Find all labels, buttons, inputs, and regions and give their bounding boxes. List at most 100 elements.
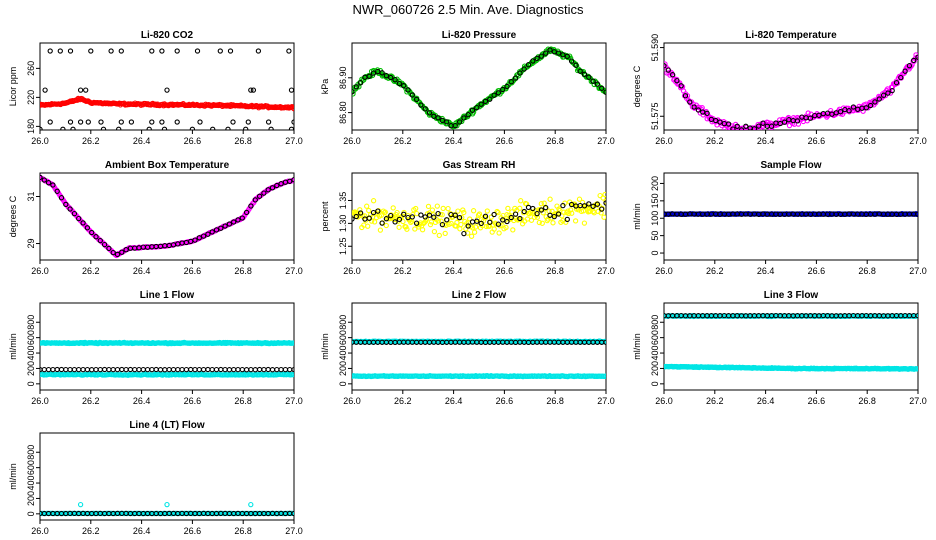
series-calibration <box>352 47 606 129</box>
y-tick-label: 100 <box>650 211 660 226</box>
data-point <box>265 119 272 125</box>
data-point <box>876 96 882 102</box>
data-point <box>704 110 710 116</box>
data-point <box>500 217 506 223</box>
data-point <box>418 212 424 218</box>
data-point <box>603 200 606 206</box>
data-point <box>291 119 294 125</box>
data-point <box>581 71 588 77</box>
data-point <box>50 182 56 188</box>
data-point <box>599 206 605 212</box>
data-point <box>538 201 544 207</box>
data-point <box>291 366 294 373</box>
data-point <box>448 220 454 227</box>
figure-title: NWR_060726 2.5 Min. Ave. Diagnostics <box>353 2 584 17</box>
panel-title: Li-820 Pressure <box>442 30 517 41</box>
panel-title: Line 4 (LT) Flow <box>129 420 205 431</box>
x-tick-label: 26.4 <box>757 266 775 276</box>
data-point <box>837 109 844 115</box>
data-point <box>83 87 89 93</box>
data-point <box>669 72 676 78</box>
data-point <box>440 205 446 212</box>
data-point <box>230 119 236 125</box>
data-point <box>58 366 65 373</box>
x-tick-label: 26.8 <box>234 266 252 276</box>
data-point <box>565 208 571 214</box>
data-point <box>235 217 241 223</box>
data-point <box>196 366 202 373</box>
y-tick-label: 800 <box>338 315 348 330</box>
data-point <box>850 104 857 110</box>
data-point <box>106 245 112 252</box>
data-point <box>93 366 99 373</box>
data-point <box>503 224 509 231</box>
data-point <box>444 217 450 223</box>
data-point <box>287 366 293 373</box>
x-tick-label: 27.0 <box>597 396 615 406</box>
x-tick-label: 26.0 <box>31 526 49 536</box>
data-point <box>482 98 489 105</box>
y-axis-label: kPa <box>320 79 330 95</box>
data-point <box>378 212 385 218</box>
data-point <box>413 96 420 103</box>
data-point <box>572 218 579 224</box>
data-point <box>136 366 142 373</box>
data-point <box>478 220 484 227</box>
data-point <box>586 74 592 80</box>
data-point <box>164 501 170 508</box>
plot-frame <box>663 302 919 391</box>
data-point <box>194 48 201 54</box>
x-tick-label: 26.0 <box>343 396 361 406</box>
y-tick-label: 600 <box>650 330 660 345</box>
data-point <box>880 92 887 98</box>
plot-frame <box>39 432 295 521</box>
data-point <box>846 108 852 114</box>
data-point <box>495 90 502 96</box>
data-point <box>431 228 438 235</box>
data-point <box>118 48 124 54</box>
y-tick-label: 0 <box>26 381 36 386</box>
data-point <box>153 366 159 373</box>
panel-6: Line 1 Flow 26.0 26.2 26.4 26.6 26.8 27.0 0 2004… <box>8 290 303 406</box>
y-tick-label: 200 <box>26 361 36 376</box>
data-point <box>500 86 506 93</box>
data-point <box>218 225 224 231</box>
data-point <box>915 312 918 319</box>
data-point <box>664 63 667 69</box>
plot-frame <box>663 42 919 131</box>
data-point <box>114 366 121 373</box>
data-point <box>239 215 245 221</box>
data-point <box>50 366 56 373</box>
x-tick-label: 26.8 <box>858 266 876 276</box>
data-point <box>71 366 78 373</box>
data-point <box>474 104 480 111</box>
data-point <box>231 366 237 373</box>
data-point <box>118 119 124 125</box>
data-point <box>577 68 583 74</box>
data-point <box>530 205 536 212</box>
data-point <box>509 209 515 215</box>
data-point <box>100 126 107 130</box>
data-point <box>536 219 542 226</box>
y-axis-label: ml/min <box>320 333 330 360</box>
y-axis-label: ml/min <box>632 333 642 360</box>
data-point <box>41 366 47 373</box>
data-point <box>687 99 693 105</box>
data-point <box>93 234 99 240</box>
data-point <box>603 89 606 95</box>
y-tick-label: 200 <box>26 491 36 506</box>
data-point <box>243 126 249 130</box>
data-point <box>382 209 388 215</box>
data-point <box>196 235 202 241</box>
data-point <box>461 209 467 216</box>
data-point <box>57 48 63 54</box>
data-point <box>468 233 475 239</box>
x-tick-label: 26.0 <box>343 136 361 146</box>
x-tick-label: 26.2 <box>706 266 724 276</box>
y-tick-label: 400 <box>26 476 36 491</box>
x-tick-label: 26.2 <box>82 396 100 406</box>
data-point <box>243 209 250 216</box>
data-point <box>594 81 601 87</box>
plot-frame <box>351 42 607 131</box>
data-point <box>495 209 501 216</box>
